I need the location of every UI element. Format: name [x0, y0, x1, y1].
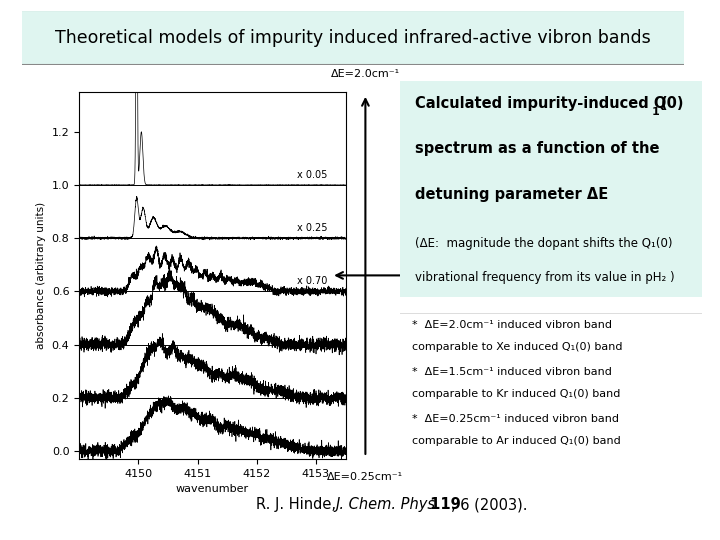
Y-axis label: absorbance (arbitrary units): absorbance (arbitrary units) [36, 202, 46, 349]
X-axis label: wavenumber: wavenumber [176, 484, 249, 494]
Text: detuning parameter ΔE: detuning parameter ΔE [415, 187, 608, 202]
Text: (0): (0) [661, 96, 685, 111]
Text: *  ΔE=2.0cm⁻¹ induced vibron band: * ΔE=2.0cm⁻¹ induced vibron band [412, 321, 612, 330]
Text: *  ΔE=0.25cm⁻¹ induced vibron band: * ΔE=0.25cm⁻¹ induced vibron band [412, 414, 618, 424]
Text: comparable to Kr induced Q₁(0) band: comparable to Kr induced Q₁(0) band [412, 389, 620, 399]
Text: ΔE=2.0cm⁻¹: ΔE=2.0cm⁻¹ [330, 69, 400, 79]
Text: 119: 119 [425, 497, 461, 512]
Text: comparable to Xe induced Q₁(0) band: comparable to Xe induced Q₁(0) band [412, 342, 622, 353]
FancyBboxPatch shape [397, 79, 705, 299]
FancyBboxPatch shape [397, 312, 705, 461]
Text: R. J. Hinde,: R. J. Hinde, [256, 497, 341, 512]
Text: x 0.05: x 0.05 [297, 170, 328, 180]
Text: , 6 (2003).: , 6 (2003). [451, 497, 528, 512]
Text: spectrum as a function of the: spectrum as a function of the [415, 141, 660, 157]
Text: Theoretical models of impurity induced infrared-active vibron bands: Theoretical models of impurity induced i… [55, 29, 651, 47]
Text: ΔE=0.25cm⁻¹: ΔE=0.25cm⁻¹ [328, 472, 403, 482]
FancyBboxPatch shape [15, 10, 690, 65]
Text: x 0.25: x 0.25 [297, 223, 328, 233]
Text: *  ΔE=1.5cm⁻¹ induced vibron band: * ΔE=1.5cm⁻¹ induced vibron band [412, 367, 611, 377]
Text: comparable to Ar induced Q₁(0) band: comparable to Ar induced Q₁(0) band [412, 436, 621, 446]
Text: J. Chem. Phys.: J. Chem. Phys. [336, 497, 441, 512]
Text: Calculated impurity-induced Q: Calculated impurity-induced Q [415, 96, 666, 111]
Text: x 0.70: x 0.70 [297, 276, 328, 286]
Text: vibrational frequency from its value in pH₂ ): vibrational frequency from its value in … [415, 271, 675, 284]
Text: 1: 1 [652, 107, 660, 117]
Text: (ΔE:  magnitude the dopant shifts the Q₁(0): (ΔE: magnitude the dopant shifts the Q₁(… [415, 237, 672, 249]
